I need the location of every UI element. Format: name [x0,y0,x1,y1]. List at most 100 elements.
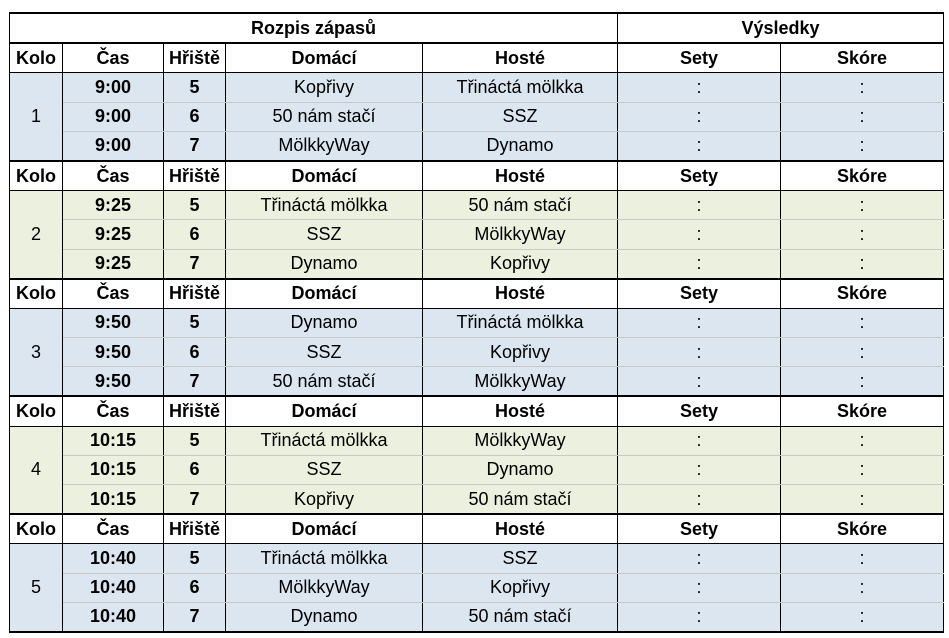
score-result[interactable]: : [780,307,945,339]
match-row: 10:40 6 MölkkyWay Kopřivy:: [10,572,945,603]
header-domaci: Domácí [225,513,423,545]
results-title: Výsledky [617,11,945,44]
sets-result[interactable]: : [617,484,782,516]
home-team: SSZ [225,219,423,250]
score-result[interactable]: : [780,101,945,132]
match-row: 9:25 6 SSZ MölkkyWay:: [10,219,945,250]
column-header-row: Kolo Čas Hřiště Domácí Hosté Sety Skóre [9,513,945,545]
match-time: 10:15 [62,454,164,486]
score-result[interactable]: : [780,72,945,103]
score-result[interactable]: : [780,572,945,603]
schedule-title: Rozpis zápasů [8,11,619,44]
sets-result[interactable]: : [617,190,782,221]
court-number: 6 [163,219,226,250]
header-skore: Skóre [780,159,945,192]
header-sety: Sety [617,159,782,192]
away-team: Kopřivy [421,337,619,368]
sets-result[interactable]: : [617,130,782,162]
header-kolo: Kolo [9,159,63,192]
sets-result[interactable]: : [617,72,782,103]
score-result[interactable]: : [780,484,945,516]
match-schedule-table: Rozpis zápasů Výsledky Kolo Čas Hřiště Domá… [8,11,945,633]
header-kolo: Kolo [9,513,63,545]
round-number: 5 [9,543,63,633]
header-hoste: Hosté [421,277,619,309]
column-header-row: Kolo Čas Hřiště Domácí Hosté Sety Skóre [9,159,945,192]
court-number: 6 [163,101,226,132]
header-cas: Čas [62,395,164,427]
match-row: 10:15 7 Kopřivy 50 nám stačí:: [10,484,945,516]
home-team: SSZ [225,454,423,486]
header-skore: Skóre [780,42,945,74]
home-team: MölkkyWay [225,130,423,162]
header-hriste: Hřiště [163,277,226,309]
score-result[interactable]: : [780,219,945,250]
court-number: 5 [163,307,226,339]
court-number: 7 [163,484,226,516]
round-number: 1 [9,72,63,162]
header-hoste: Hosté [421,395,619,427]
score-result[interactable]: : [780,130,945,162]
sets-result[interactable]: : [617,572,782,603]
header-sety: Sety [617,395,782,427]
match-time: 9:50 [62,337,164,368]
match-row: 9:50 6 SSZ Kopřivy:: [10,337,945,368]
header-cas: Čas [62,42,164,74]
header-hriste: Hřiště [163,159,226,192]
sets-result[interactable]: : [617,366,782,398]
away-team: 50 nám stačí [421,601,619,633]
match-row: 3 9:50 5 Dynamo Třináctá mölkka:: [9,307,945,398]
match-time: 9:25 [62,219,164,250]
column-header-row: Kolo Čas Hřiště Domácí Hosté Sety Skóre [9,277,945,309]
round-number: 3 [9,307,63,398]
home-team: Třináctá mölkka [225,425,423,456]
sets-result[interactable]: : [617,601,782,633]
sets-result[interactable]: : [617,307,782,339]
header-domaci: Domácí [225,395,423,427]
score-result[interactable]: : [780,190,945,221]
header-kolo: Kolo [9,277,63,309]
sets-result[interactable]: : [617,219,782,250]
score-result[interactable]: : [780,543,945,574]
header-cas: Čas [62,513,164,545]
score-result[interactable]: : [780,248,945,280]
sets-result[interactable]: : [617,543,782,574]
header-skore: Skóre [780,513,945,545]
court-number: 5 [163,543,226,574]
away-team: SSZ [421,543,619,574]
court-number: 7 [163,130,226,162]
score-result[interactable]: : [780,366,945,398]
sets-result[interactable]: : [617,337,782,368]
sets-result[interactable]: : [617,101,782,132]
court-number: 7 [163,601,226,633]
court-number: 5 [163,425,226,456]
column-header-row: Kolo Čas Hřiště Domácí Hosté Sety Skóre [9,395,945,427]
match-row: 4 10:15 5 Třináctá mölkka MölkkyWay:: [9,425,945,516]
score-result[interactable]: : [780,425,945,456]
score-result[interactable]: : [780,454,945,486]
away-team: 50 nám stačí [421,484,619,516]
match-row: 9:00 7 MölkkyWay Dynamo:: [10,130,945,162]
header-skore: Skóre [780,277,945,309]
sets-result[interactable]: : [617,454,782,486]
away-team: 50 nám stačí [421,190,619,221]
court-number: 5 [163,72,226,103]
sets-result[interactable]: : [617,425,782,456]
match-time: 9:00 [62,130,164,162]
header-sety: Sety [617,277,782,309]
header-sety: Sety [617,42,782,74]
sets-result[interactable]: : [617,248,782,280]
score-result[interactable]: : [780,601,945,633]
away-team: Třináctá mölkka [421,307,619,339]
schedule-body: Rozpis zápasů Výsledky Kolo Čas Hřiště Domá… [8,11,945,633]
header-cas: Čas [62,159,164,192]
score-result[interactable]: : [780,337,945,368]
header-domaci: Domácí [225,42,423,74]
header-domaci: Domácí [225,277,423,309]
court-number: 7 [163,366,226,398]
match-row: 9:25 7 Dynamo Kopřivy:: [10,248,945,280]
match-time: 9:00 [62,101,164,132]
home-team: 50 nám stačí [225,366,423,398]
match-time: 10:40 [62,572,164,603]
match-time: 9:25 [62,248,164,280]
